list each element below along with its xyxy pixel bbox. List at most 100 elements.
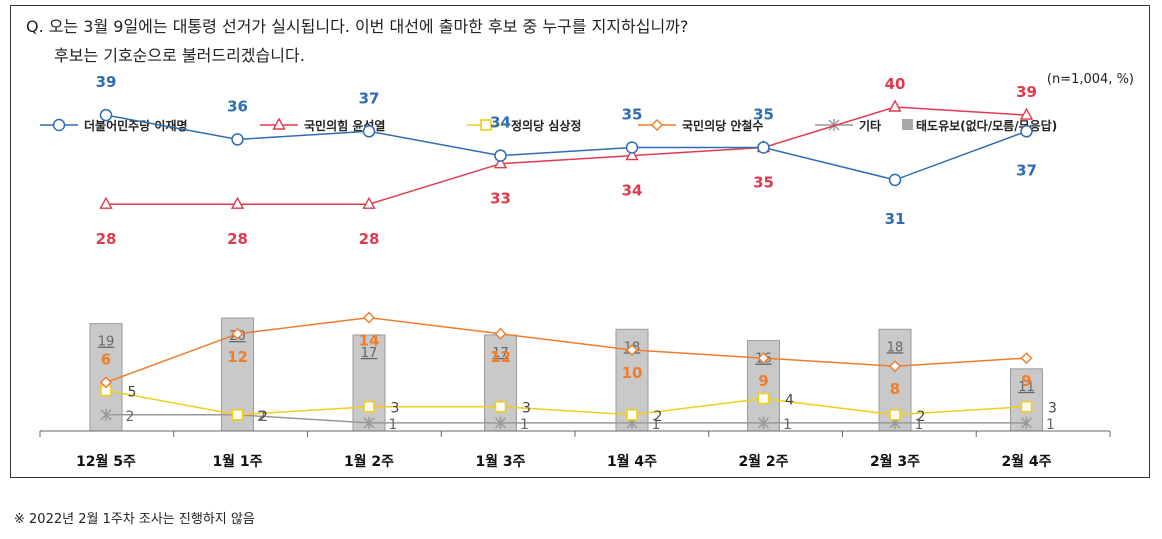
label-lee-2: 36 (227, 97, 248, 115)
label-ahn-7: 8 (890, 380, 900, 398)
point-sim-5 (626, 408, 638, 421)
point-lee-5 (625, 141, 639, 154)
legend-marker-5 (828, 119, 840, 131)
point-lee-2 (231, 133, 244, 146)
label-yoon-5: 34 (622, 182, 643, 200)
point-yoon-8 (1019, 107, 1034, 120)
point-yoon-4 (493, 156, 508, 169)
bar-label-undecided-7: 18 (887, 340, 904, 355)
x-tick-label-5: 1월 4주 (607, 453, 657, 470)
label-lee-4: 34 (490, 114, 511, 132)
label-etc-6: 1 (783, 417, 792, 433)
point-ahn-8 (1020, 352, 1033, 365)
sample-size-note: (n=1,004, %) (1046, 72, 1134, 87)
bar-label-undecided-8: 11 (1018, 380, 1035, 395)
bar-label-undecided-1: 19 (98, 335, 115, 350)
label-sim-5: 2 (654, 409, 663, 425)
point-ahn-1 (100, 376, 112, 389)
point-etc-3 (363, 416, 375, 429)
point-ahn-2 (231, 327, 244, 340)
label-sim-8: 3 (1048, 401, 1057, 417)
label-yoon-2: 28 (227, 230, 248, 248)
x-tick-label-3: 1월 2주 (344, 453, 394, 470)
point-yoon-5 (625, 148, 639, 161)
label-ahn-2: 12 (227, 348, 248, 366)
bar-label-undecided-4: 17 (492, 346, 509, 361)
line-etc (106, 414, 1027, 424)
point-sim-8 (1020, 400, 1033, 413)
bar-undecided-3 (352, 334, 386, 432)
label-lee-8: 37 (1016, 161, 1037, 179)
chart-frame (10, 5, 1150, 478)
footnote: ※ 2022년 2월 1주차 조사는 진행하지 않음 (14, 512, 255, 527)
point-sim-2 (231, 408, 244, 421)
point-lee-6 (757, 141, 770, 154)
label-etc-1: 2 (126, 409, 135, 425)
legend-label-5: 기타 (859, 118, 881, 133)
label-ahn-3: 14 (359, 332, 380, 350)
label-etc-7: 1 (915, 417, 924, 433)
line-chart: 더불어민주당 이재명 국민의힘 윤석열 정의당 심상정 국민의당 안철수 기타 태도유보(… (39, 73, 1111, 470)
point-etc-4 (494, 416, 507, 429)
point-lee-1 (99, 108, 113, 122)
label-yoon-6: 35 (753, 174, 774, 192)
label-sim-4: 3 (522, 401, 531, 417)
label-sim-2: 2 (259, 409, 268, 425)
label-ahn-5: 10 (622, 364, 643, 382)
x-tick-label-1: 12월 5주 (76, 453, 136, 470)
x-tick-label-7: 2월 3주 (870, 453, 920, 470)
point-sim-3 (363, 400, 375, 413)
x-tick-label-8: 2월 4주 (1001, 453, 1051, 470)
point-etc-6 (757, 416, 770, 429)
label-ahn-1: 6 (101, 350, 111, 368)
label-lee-1: 39 (96, 73, 117, 91)
x-tick-label-4: 1월 3주 (475, 453, 525, 470)
label-ahn-4: 12 (490, 348, 511, 366)
point-ahn-5 (626, 344, 638, 356)
legend-marker-1 (52, 118, 66, 132)
label-lee-5: 35 (622, 106, 643, 124)
point-yoon-2 (230, 196, 245, 209)
bar-undecided-4 (484, 334, 517, 432)
label-ahn-8: 9 (1021, 372, 1031, 390)
question-line-2: 후보는 기호순으로 불러드리겠습니다. (54, 46, 305, 65)
label-ahn-6: 9 (758, 372, 768, 390)
point-etc-1 (100, 408, 112, 421)
label-yoon-4: 33 (490, 190, 511, 208)
line-sim (105, 389, 1027, 416)
label-etc-4: 1 (520, 417, 529, 433)
label-lee-7: 31 (885, 210, 906, 228)
legend-label-1: 더불어민주당 이재명 (84, 118, 188, 133)
label-lee-6: 35 (753, 106, 774, 124)
x-tick-label-2: 1월 1주 (212, 453, 262, 470)
legend-label-3: 정의당 심상정 (511, 118, 581, 133)
label-yoon-7: 40 (885, 75, 906, 93)
label-sim-7: 2 (917, 409, 926, 425)
label-sim-1: 5 (128, 385, 137, 401)
point-yoon-1 (99, 196, 113, 209)
label-sim-3: 3 (391, 401, 400, 417)
line-ahn (105, 316, 1027, 384)
legend-marker-2 (272, 117, 286, 130)
point-sim-7 (889, 408, 901, 421)
label-etc-3: 1 (389, 417, 398, 433)
bar-label-undecided-3: 17 (361, 346, 378, 361)
label-etc-5: 1 (652, 417, 661, 433)
line-yoon (106, 106, 1027, 205)
legend-marker-3 (480, 119, 492, 131)
legend-label-4: 국민의당 안철수 (682, 118, 763, 133)
x-tick-label-6: 2월 2주 (738, 453, 788, 470)
line-lee (105, 114, 1027, 181)
point-lee-4 (494, 149, 507, 162)
point-ahn-4 (494, 327, 507, 340)
point-yoon-3 (362, 196, 376, 209)
question-line-1: Q. 오는 3월 9일에는 대통령 선거가 실시됩니다. 이번 대선에 출마한 … (26, 17, 689, 36)
point-ahn-7 (889, 360, 901, 373)
label-yoon-3: 28 (359, 230, 380, 248)
label-sim-6: 4 (785, 393, 794, 409)
point-yoon-7 (888, 99, 902, 112)
legend-label-undecided: 태도유보(없다/모름/무응답) (916, 118, 1057, 133)
label-lee-3: 37 (359, 89, 380, 107)
label-yoon-1: 28 (96, 230, 117, 248)
legend-swatch-undecided (902, 119, 913, 130)
